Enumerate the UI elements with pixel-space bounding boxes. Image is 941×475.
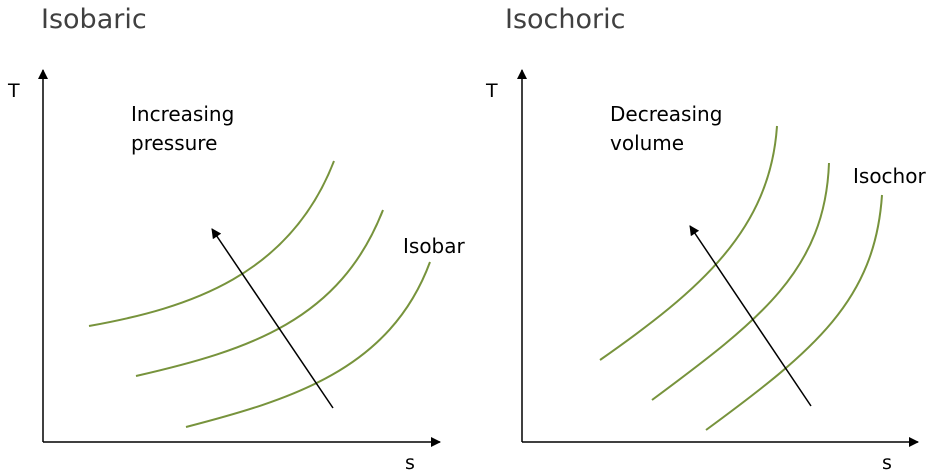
isochor-curve-2 <box>651 162 830 401</box>
increasing-pressure-arrow <box>211 228 334 409</box>
isochor-curve-3 <box>705 194 883 431</box>
isobar-curve-2 <box>135 209 384 377</box>
isobaric-x-axis-label: s <box>405 452 415 474</box>
isobaric-arrow-label-line2: pressure <box>131 131 218 155</box>
isochoric-axes <box>517 69 919 447</box>
isobaric-axes <box>38 69 441 447</box>
isochoric-arrow-label: Decreasing volume <box>610 100 722 158</box>
isochoric-title: Isochoric <box>505 4 626 35</box>
isobar-curve-label: Isobar <box>403 234 465 258</box>
isochor-curves <box>599 125 883 431</box>
isochoric-x-axis-label: s <box>882 452 892 474</box>
isobaric-arrow-label: Increasing pressure <box>131 100 234 158</box>
decreasing-volume-arrow <box>689 225 812 407</box>
isobaric-y-axis-label: T <box>8 80 20 102</box>
isochoric-arrow-label-line2: volume <box>610 131 685 155</box>
isochoric-arrow-label-line1: Decreasing <box>610 102 723 126</box>
isobaric-arrow-label-line1: Increasing <box>131 102 235 126</box>
isobar-curves <box>88 160 431 428</box>
isochor-curve-label: Isochor <box>853 164 926 188</box>
isobaric-title: Isobaric <box>41 4 147 35</box>
isobar-curve-3 <box>185 261 431 428</box>
isochor-curve-1 <box>599 125 778 361</box>
isobar-curve-1 <box>88 160 335 327</box>
isochoric-y-axis-label: T <box>486 80 498 102</box>
